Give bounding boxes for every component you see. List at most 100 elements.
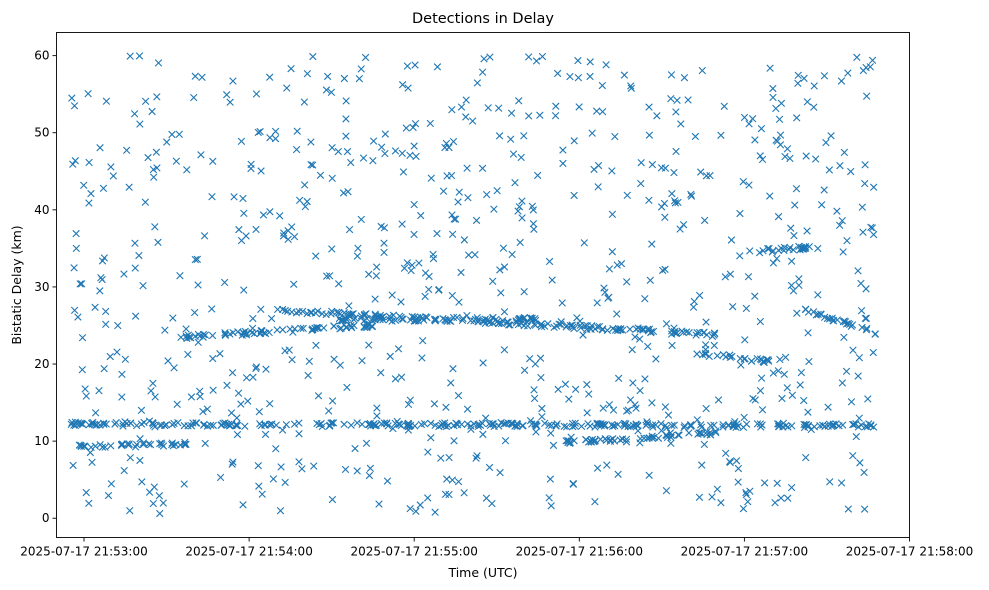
data-point bbox=[746, 487, 754, 495]
data-point bbox=[397, 298, 405, 306]
data-point bbox=[629, 379, 637, 387]
data-point bbox=[753, 354, 762, 363]
data-point bbox=[183, 166, 191, 174]
data-point bbox=[853, 53, 861, 62]
data-point bbox=[598, 108, 607, 116]
data-point bbox=[239, 194, 247, 203]
data-point bbox=[511, 178, 519, 187]
data-point bbox=[131, 264, 139, 272]
data-point bbox=[870, 183, 878, 191]
x-tick-label: 2025-07-17 21:56:00 bbox=[516, 545, 643, 559]
data-point bbox=[107, 163, 115, 171]
data-point bbox=[427, 434, 435, 442]
data-point bbox=[85, 158, 93, 167]
data-point bbox=[620, 422, 629, 430]
data-point bbox=[398, 81, 407, 89]
data-point bbox=[603, 326, 612, 335]
data-point bbox=[500, 346, 509, 354]
data-point bbox=[825, 166, 834, 174]
data-point bbox=[194, 330, 203, 339]
data-point bbox=[478, 419, 487, 427]
data-point bbox=[156, 509, 164, 518]
data-point bbox=[788, 422, 796, 430]
data-point bbox=[148, 107, 156, 116]
data-point bbox=[309, 52, 317, 61]
data-point bbox=[122, 146, 131, 154]
data-point bbox=[742, 304, 751, 313]
data-point bbox=[172, 157, 181, 165]
data-point bbox=[208, 331, 217, 340]
data-point bbox=[685, 329, 693, 337]
data-point bbox=[102, 307, 110, 316]
data-point bbox=[462, 113, 470, 121]
data-point bbox=[837, 479, 846, 487]
data-point bbox=[216, 349, 224, 358]
data-point bbox=[701, 350, 710, 359]
data-point bbox=[222, 91, 231, 99]
data-point bbox=[804, 421, 813, 430]
data-point bbox=[588, 435, 597, 444]
data-point bbox=[513, 422, 521, 431]
data-point bbox=[654, 434, 663, 442]
data-point bbox=[269, 475, 278, 483]
data-point bbox=[194, 281, 202, 289]
data-point bbox=[787, 257, 796, 265]
data-point bbox=[316, 171, 325, 179]
data-point bbox=[786, 243, 794, 252]
data-point bbox=[641, 375, 649, 383]
data-point bbox=[500, 263, 509, 271]
data-point bbox=[226, 422, 234, 430]
data-point bbox=[437, 421, 446, 430]
data-point bbox=[786, 154, 794, 163]
data-point bbox=[125, 440, 133, 448]
data-point bbox=[466, 316, 475, 325]
data-point bbox=[386, 352, 394, 361]
data-point bbox=[549, 441, 558, 450]
data-point bbox=[538, 404, 546, 413]
data-point bbox=[467, 422, 475, 430]
data-point bbox=[228, 460, 236, 468]
data-point bbox=[257, 421, 265, 430]
data-point bbox=[343, 147, 352, 156]
data-point bbox=[566, 439, 574, 447]
data-point bbox=[120, 466, 128, 475]
data-point bbox=[520, 366, 529, 374]
data-point bbox=[647, 328, 655, 336]
data-point bbox=[796, 381, 804, 389]
data-point bbox=[862, 326, 871, 334]
data-point bbox=[361, 53, 370, 62]
data-point bbox=[541, 419, 549, 428]
data-point bbox=[854, 267, 862, 275]
data-point bbox=[504, 321, 513, 329]
data-point bbox=[221, 330, 229, 339]
data-point bbox=[861, 179, 869, 188]
data-point bbox=[524, 53, 533, 61]
data-point bbox=[300, 181, 309, 189]
data-point bbox=[248, 328, 256, 337]
data-point bbox=[419, 337, 427, 345]
data-point bbox=[552, 102, 560, 110]
data-point bbox=[652, 355, 660, 363]
data-point bbox=[814, 244, 822, 253]
data-point bbox=[96, 421, 104, 429]
data-point bbox=[448, 230, 457, 238]
data-point bbox=[484, 316, 492, 324]
data-point bbox=[776, 131, 785, 139]
data-point bbox=[838, 379, 847, 387]
data-point bbox=[864, 395, 872, 403]
data-point bbox=[262, 365, 270, 373]
data-point bbox=[394, 345, 403, 353]
data-point bbox=[720, 102, 728, 110]
data-point bbox=[596, 435, 605, 444]
data-point bbox=[585, 390, 593, 398]
data-point bbox=[377, 369, 385, 377]
data-point bbox=[765, 244, 773, 253]
data-point bbox=[692, 331, 700, 339]
data-point bbox=[792, 184, 801, 193]
data-point bbox=[333, 308, 341, 316]
data-point bbox=[455, 298, 463, 306]
data-point bbox=[449, 313, 458, 322]
data-point bbox=[252, 90, 261, 98]
data-point bbox=[775, 420, 783, 428]
data-point bbox=[662, 431, 670, 439]
